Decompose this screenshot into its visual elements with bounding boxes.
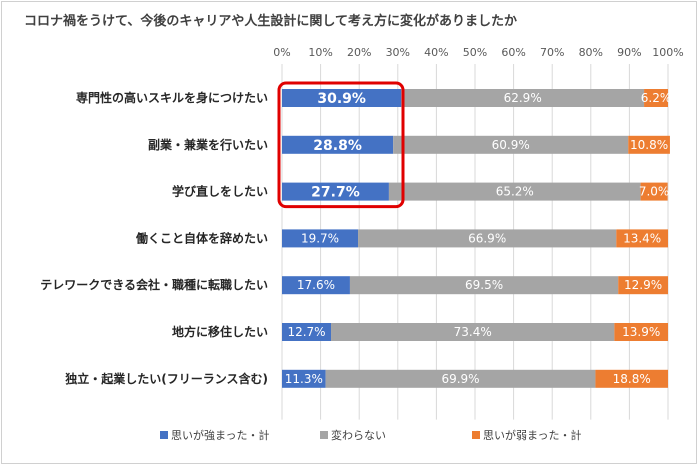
bar-segment [349,276,619,295]
data-label: 17.6% [297,278,335,292]
x-tick-label: 80% [579,46,603,59]
bar-segment [393,135,629,154]
category-labels: 専門性の高いスキルを身につけたい副業・兼業を行いたい学び直しをしたい働くこと自体… [40,90,268,386]
highlight-box-layer [277,81,405,209]
bar-segment [358,229,617,248]
bar-segment [282,276,350,295]
x-axis-ticks: 0% 10% 20% 30% 40% 50% 60% 70% 80% 90% 100% [273,46,683,59]
chart-title: コロナ禍をうけて、今後のキャリアや人生設計に関して考え方に変化がありましたか [24,13,517,29]
category-label: 学び直しをしたい [172,184,268,199]
category-label: テレワークできる会社・職種に転職したい [40,277,268,292]
bar-segment [388,182,641,201]
bar-segment [644,89,668,107]
x-tick-label: 60% [501,46,525,59]
legend-swatch [472,431,480,439]
bar-segment [595,369,668,388]
x-tick-label: 70% [540,46,564,59]
x-tick-label: 100% [652,46,683,59]
bar-segment [282,182,389,201]
x-tick-label: 40% [424,46,448,59]
bars [282,89,670,388]
data-label: 30.9% [317,91,366,107]
x-tick-label: 50% [463,46,487,59]
bar-segment [618,276,668,295]
legend-label: 思いが強まった・計 [171,428,270,442]
data-label: 7.0% [639,185,670,199]
data-label: 60.9% [492,138,530,152]
data-label: 12.9% [624,278,662,292]
legend-label: 思いが弱まった・計 [483,428,582,442]
data-labels: 30.9% 62.9% 6.2% 28.8% 60.9% 10.8% 27.7% 65.2% 7… [285,91,672,386]
data-label: 73.4% [454,325,492,339]
data-label: 6.2% [641,91,672,105]
data-label: 13.4% [623,231,661,245]
category-label: 専門性の高いスキルを身につけたい [76,90,268,105]
data-label: 69.5% [465,278,503,292]
data-label: 62.9% [504,91,542,105]
bar-segment [282,323,332,341]
bar-segment [282,369,326,388]
data-label: 69.9% [441,372,479,386]
data-label: 10.8% [630,138,668,152]
x-tick-label: 90% [617,46,641,59]
data-label: 65.2% [496,185,534,199]
bar-segment [282,229,359,248]
bar-segment [282,135,394,154]
data-label: 19.7% [301,231,339,245]
category-label: 働くこと自体を辞めたい [135,230,268,245]
legend-label: 変わらない [331,428,386,442]
bar-segment [640,182,668,201]
bar-segment [401,89,645,107]
legend-swatch [320,431,328,439]
x-tick-label: 30% [386,46,410,59]
bar-segment [325,369,596,388]
x-tick-label: 20% [347,46,371,59]
data-label: 27.7% [311,185,360,201]
legend: 思いが強まった・計 変わらない 思いが弱まった・計 [160,428,582,442]
x-tick-label: 10% [308,46,332,59]
bar-segment [628,135,670,154]
category-label: 地方に移住したい [172,324,268,339]
bar-segment [614,323,668,341]
data-label: 18.8% [613,372,651,386]
data-label: 11.3% [285,372,323,386]
data-label: 28.8% [313,138,362,154]
data-label: 66.9% [468,231,506,245]
category-label: 副業・兼業を行いたい [148,137,268,152]
bar-segment [282,89,402,107]
highlight-box [277,81,405,209]
legend-swatch [160,431,168,439]
bar-segment [331,323,615,341]
category-label: 独立・起業したい(フリーランス含む) [64,371,268,386]
data-label: 13.9% [622,325,660,339]
data-label: 12.7% [287,325,325,339]
bar-segment [616,229,668,248]
x-tick-label: 0% [273,46,290,59]
